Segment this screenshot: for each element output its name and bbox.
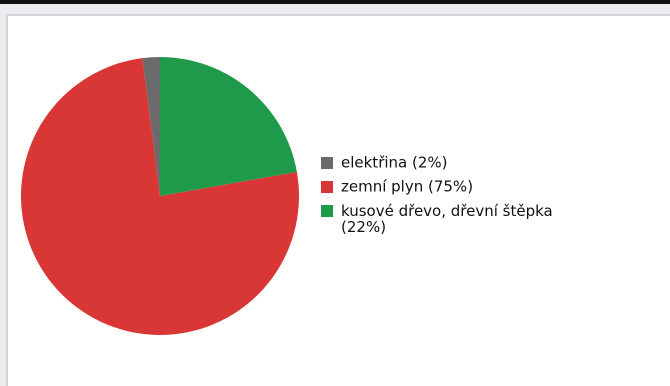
legend-swatch (321, 205, 333, 217)
legend-label: elektřina (2%) (341, 154, 448, 172)
pie-slice (142, 57, 160, 196)
legend-label: zemní plyn (75%) (341, 178, 473, 196)
legend-line: kusové dřevo, dřevní štěpka (341, 202, 553, 220)
legend-swatch (321, 157, 333, 169)
pie-slice (160, 57, 297, 196)
legend-label: kusové dřevo, dřevní štěpka (22%) (341, 202, 553, 236)
legend-line: (22%) (341, 218, 386, 236)
legend-swatch (321, 181, 333, 193)
pie-slice (20, 58, 300, 335)
top-bar (0, 0, 670, 4)
chart: elektřina (2%) zemní plyn (75%) kusové dře… (20, 57, 553, 335)
